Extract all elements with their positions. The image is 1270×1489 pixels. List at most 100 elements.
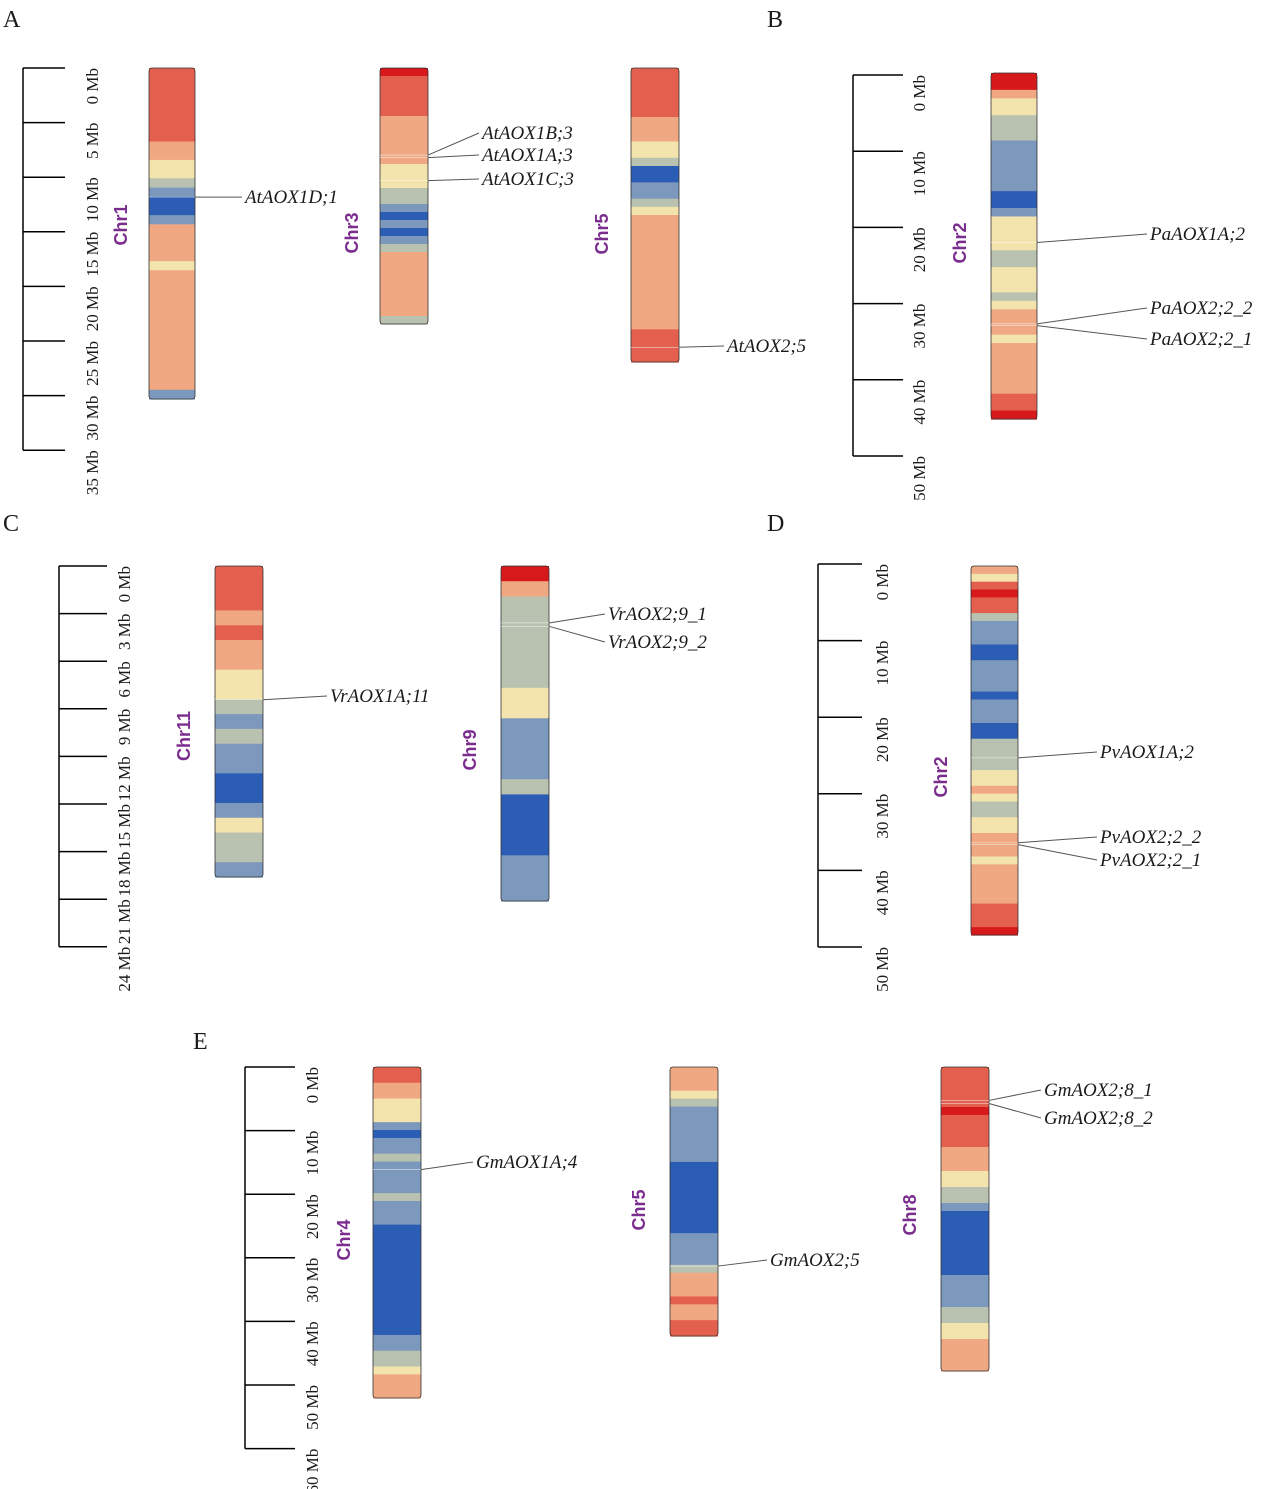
density-band [373,1327,421,1336]
density-band [941,1211,989,1220]
density-band [991,165,1037,175]
density-band [631,215,679,224]
density-band [971,715,1018,724]
density-band [991,334,1037,344]
chromosome-chr11: Chr11 VrAOX1A;11 [174,565,430,878]
density-band [971,770,1018,779]
density-band [215,595,263,612]
density-band [941,1091,989,1100]
density-band [971,895,1018,905]
density-band [631,166,679,175]
axis-tick-label: 40 Mb [873,870,892,915]
density-band [941,1203,989,1212]
axis-tick-label: 9 Mb [115,709,134,745]
chromosome-chr5: Chr5 AtAOX2;5 [592,67,806,363]
gene-label: AtAOX1D;1 [243,187,338,208]
density-band [380,236,428,245]
density-band [670,1082,718,1092]
density-band [991,385,1037,395]
density-band [631,239,679,249]
density-band [149,123,195,133]
panel-c: C 0 Mb 3 Mb 6 Mb 9 Mb 12 Mb 15 Mb 18 Mb 21 Mb 24 … [3,511,707,992]
density-band [941,1187,989,1196]
density-band [373,1279,421,1289]
density-band [991,292,1037,302]
density-band [631,149,679,159]
density-band [971,887,1018,897]
density-band [149,242,195,253]
density-band [149,371,195,382]
chromosome-outline [148,67,196,400]
density-band [380,212,428,221]
gene-marker-line [262,695,328,701]
density-band [971,919,1018,928]
chromosome-outline [630,67,680,363]
density-band [631,108,679,118]
density-band [631,92,679,102]
density-band [991,410,1037,420]
density-band [215,654,263,671]
density-band [971,801,1018,810]
gene-marker-line [548,625,606,643]
axis-tick-label: 0 Mb [303,1067,322,1103]
density-band [215,625,263,641]
density-band [215,788,263,804]
density-band [373,1256,421,1265]
density-band [670,1264,718,1274]
density-band [971,746,1018,756]
density-band [380,308,428,317]
density-band [631,264,679,273]
chromosome-chr8: Chr8 GmAOX2;8_1 GmAOX2;8_2 [900,1066,1153,1372]
density-band [991,258,1037,268]
density-band [971,620,1018,630]
axis-tick-label: 20 Mb [303,1194,322,1239]
gene-label: AtAOX1C;3 [480,169,574,190]
density-band [501,748,549,765]
density-band [631,206,679,216]
chromosome-outline [940,1066,990,1372]
density-band [991,317,1037,327]
density-band [215,669,263,686]
density-band [215,714,263,730]
density-band [631,223,679,232]
density-band [380,124,428,133]
axis-tick-label: 15 Mb [83,232,102,277]
density-band [971,832,1018,842]
density-band [380,92,428,101]
density-band [971,636,1018,646]
density-band [373,1200,421,1210]
density-band [380,108,428,117]
density-band [380,268,428,277]
density-band [380,180,428,189]
gene-marker-line [678,345,725,348]
gene-label: GmAOX1A;4 [476,1152,578,1173]
density-band [373,1224,421,1234]
density-band [971,581,1018,591]
density-band [670,1169,718,1179]
density-band [380,300,428,309]
density-band [941,1107,989,1116]
density-band [971,683,1018,693]
density-band [501,596,549,613]
panel-b: B 0 Mb 10 Mb 20 Mb 30 Mb 40 Mb 50 Mb Chr2 PaAOX1… [767,7,1253,501]
density-band [670,1233,718,1242]
density-band [941,1163,989,1172]
scale-axis: 0 Mb 3 Mb 6 Mb 9 Mb 12 Mb 15 Mb 18 Mb 21 Mb 24 M… [58,565,134,992]
density-band [149,178,195,189]
density-band [670,1280,718,1290]
density-band [373,1382,421,1391]
chromosome-chr5: Chr5 GmAOX2;5 [629,1066,860,1337]
density-band [971,785,1018,795]
density-band [670,1106,718,1116]
density-band [971,730,1018,740]
density-band [149,215,195,225]
density-band [149,279,195,290]
density-band [991,174,1037,184]
density-band [941,1307,989,1316]
chromosome-label: Chr4 [334,1219,354,1260]
density-band [149,334,195,345]
density-band [373,1350,421,1360]
density-band [971,754,1018,763]
density-band [971,707,1018,716]
density-band [971,825,1018,834]
